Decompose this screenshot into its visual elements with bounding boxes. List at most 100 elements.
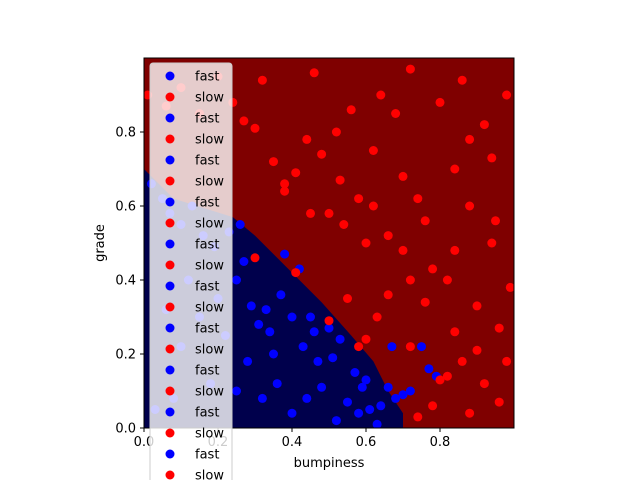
fast-point [331, 416, 341, 426]
legend-marker [165, 176, 175, 186]
slow-point [413, 412, 423, 422]
fast-point [383, 382, 393, 392]
fast-point [276, 290, 286, 300]
legend-marker [165, 449, 175, 459]
slow-point [428, 401, 438, 411]
legend-marker [165, 323, 175, 333]
legend-marker [165, 344, 175, 354]
x-tick-label: 0.8 [430, 435, 451, 450]
fast-point [306, 312, 315, 322]
fast-point [272, 379, 282, 389]
slow-point [491, 216, 500, 226]
y-axis-label: grade [93, 224, 108, 262]
legend-label: slow [195, 385, 224, 400]
fast-point [239, 257, 249, 266]
fast-point [324, 323, 334, 333]
slow-point [502, 90, 512, 100]
x-tick-label: 0.4 [282, 435, 303, 450]
slow-point [435, 97, 445, 107]
slow-point [280, 179, 290, 189]
slow-point [420, 297, 430, 307]
fast-point [302, 393, 312, 403]
slow-point [361, 238, 371, 248]
slow-point [361, 334, 371, 344]
legend-marker [165, 365, 175, 375]
fast-point [287, 408, 297, 418]
y-axis: 0.0 0.2 0.4 0.6 0.8 [115, 126, 144, 437]
slow-point [494, 323, 504, 333]
fast-point [243, 356, 253, 366]
slow-point [450, 164, 460, 174]
legend-label: slow [195, 217, 224, 232]
legend-label: slow [195, 469, 224, 480]
slow-point [487, 238, 497, 248]
legend-label: slow [195, 91, 224, 106]
slow-point [472, 345, 482, 355]
legend-label: slow [195, 427, 224, 442]
slow-point [420, 216, 430, 226]
legend-marker [165, 260, 175, 270]
y-tick-label: 0.0 [115, 422, 136, 437]
legend-marker [165, 113, 175, 123]
slow-point [368, 146, 378, 155]
slow-point [479, 379, 489, 389]
legend-marker [165, 281, 175, 291]
slow-point [450, 327, 460, 337]
slow-point [405, 342, 415, 352]
slow-point [505, 282, 514, 292]
legend-label: slow [195, 133, 224, 148]
legend-marker [165, 470, 175, 480]
slow-point [465, 408, 475, 418]
slow-point [450, 245, 460, 255]
slow-point [339, 220, 349, 229]
legend-label: slow [195, 259, 224, 274]
fast-point [387, 342, 397, 352]
legend-box [149, 62, 233, 480]
fast-point [361, 375, 371, 385]
slow-point [398, 171, 408, 181]
slow-point [391, 109, 401, 118]
legend-label: fast [195, 238, 219, 253]
fast-point [391, 393, 401, 403]
slow-points [144, 64, 514, 422]
slow-point [479, 120, 489, 130]
legend-label: fast [195, 70, 219, 85]
fast-point [405, 386, 415, 396]
slow-point [372, 312, 382, 322]
fast-point [313, 356, 323, 366]
legend-marker [165, 407, 175, 417]
y-tick-label: 0.2 [115, 348, 136, 363]
legend-label: fast [195, 280, 219, 295]
fast-point [372, 419, 382, 428]
slow-point [257, 75, 267, 85]
fast-point [354, 408, 364, 418]
slow-point [487, 153, 497, 163]
slow-point [335, 175, 345, 185]
slow-point [457, 356, 467, 366]
slow-point [465, 201, 475, 211]
fast-point [280, 249, 290, 259]
legend-marker [165, 197, 175, 207]
slow-point [343, 294, 352, 303]
fast-point [357, 382, 367, 392]
legend-label: fast [195, 406, 219, 421]
slow-point [502, 356, 512, 366]
slow-point [368, 201, 378, 211]
slow-point [302, 134, 312, 144]
slow-point [442, 275, 452, 285]
legend-marker [165, 92, 175, 102]
legend-marker [165, 239, 175, 249]
fast-point [269, 349, 278, 359]
y-tick-label: 0.4 [115, 274, 136, 289]
fast-point [424, 364, 434, 374]
fast-point [232, 275, 241, 285]
slow-point [383, 290, 393, 300]
fast-point [343, 397, 352, 407]
fast-point [317, 382, 327, 392]
fast-point [365, 405, 375, 414]
fast-point [232, 386, 241, 396]
slow-point [383, 231, 393, 241]
fast-point [298, 342, 308, 352]
slow-point [331, 127, 341, 137]
